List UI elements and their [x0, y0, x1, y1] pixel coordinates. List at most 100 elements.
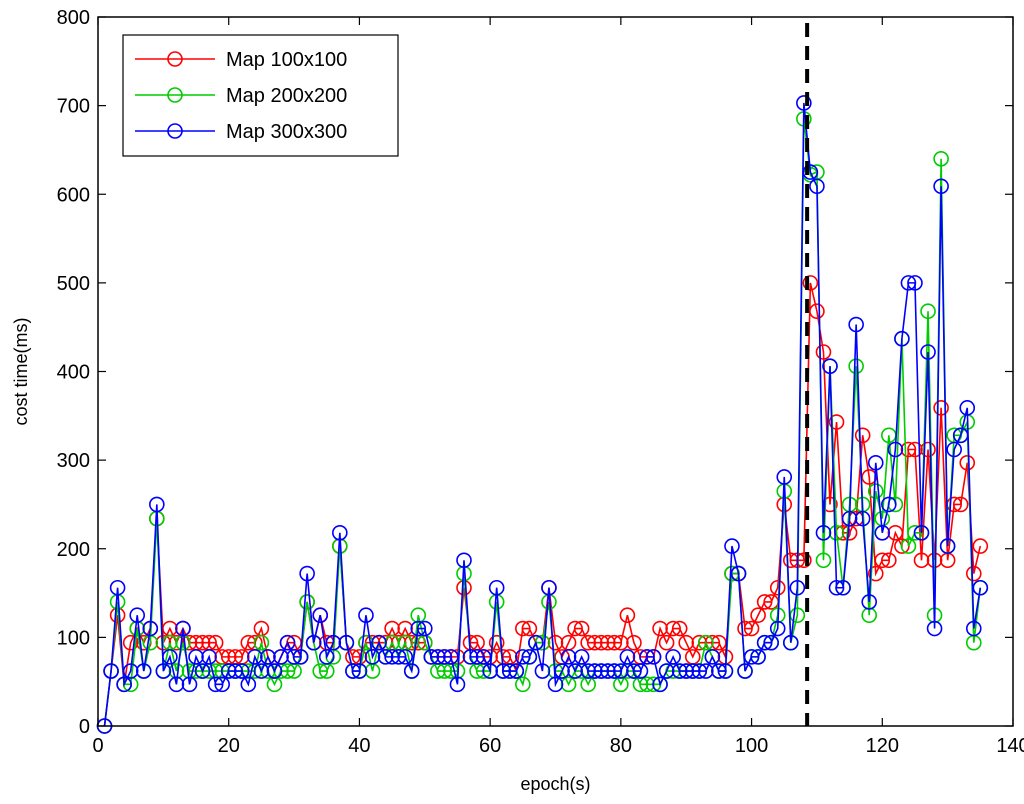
- data-point: [318, 649, 335, 665]
- data-point: [371, 634, 387, 651]
- x-axis: 0 20 40 60 80 100 120 140: [92, 17, 1024, 757]
- data-point: [103, 663, 119, 679]
- data-point: [599, 634, 616, 651]
- data-point: [162, 649, 178, 665]
- data-point: [469, 649, 485, 665]
- data-point: [149, 496, 165, 513]
- y-tick-label: 200: [57, 539, 90, 561]
- legend-label: Map 300x300: [226, 121, 347, 143]
- data-point: [665, 649, 681, 665]
- data-point: [769, 620, 786, 637]
- data-point: [488, 634, 505, 651]
- data-point: [645, 649, 662, 665]
- data-point: [815, 552, 832, 569]
- data-point: [867, 565, 884, 582]
- data-point: [397, 649, 413, 665]
- data-point: [900, 275, 917, 291]
- data-point: [390, 649, 407, 665]
- data-point: [737, 663, 753, 679]
- data-point: [488, 579, 505, 596]
- data-point: [292, 649, 309, 665]
- data-point: [233, 663, 250, 679]
- data-point: [828, 414, 845, 430]
- data-point: [449, 676, 466, 693]
- data-point: [247, 649, 263, 665]
- data-point: [299, 594, 315, 610]
- data-point: [861, 469, 878, 485]
- data-point: [776, 469, 793, 485]
- data-point: [828, 579, 845, 596]
- data-point: [933, 400, 949, 416]
- data-point: [443, 649, 459, 665]
- data-point: [214, 676, 230, 693]
- data-point: [573, 620, 590, 637]
- series-3: [96, 95, 989, 734]
- data-point: [652, 620, 668, 637]
- data-point: [861, 594, 878, 610]
- data-point: [894, 330, 910, 347]
- legend-marker: [167, 87, 183, 103]
- data-point: [286, 649, 302, 665]
- data-point: [920, 303, 936, 320]
- data-point: [972, 538, 989, 554]
- data-point: [717, 663, 734, 679]
- data-point: [887, 524, 904, 541]
- data-point: [122, 663, 139, 679]
- data-point: [658, 634, 675, 651]
- data-point: [652, 676, 668, 693]
- data-point: [312, 607, 329, 624]
- data-point: [815, 524, 832, 541]
- data-point: [122, 634, 139, 651]
- data-point: [501, 663, 518, 679]
- data-point: [586, 663, 603, 679]
- data-point: [743, 620, 760, 637]
- data-point: [913, 524, 930, 541]
- data-point: [521, 649, 538, 665]
- data-point: [933, 178, 949, 195]
- data-point: [345, 663, 361, 679]
- data-point: [201, 649, 217, 665]
- data-point: [541, 579, 557, 596]
- data-point: [887, 441, 904, 458]
- data-point: [711, 663, 727, 679]
- data-point: [240, 634, 257, 651]
- data-point: [933, 151, 949, 167]
- data-point: [547, 634, 564, 651]
- data-point: [416, 620, 433, 637]
- data-point: [750, 649, 766, 665]
- data-point: [377, 649, 394, 665]
- data-point: [809, 303, 825, 320]
- data-point: [135, 663, 152, 679]
- data-point: [188, 649, 204, 665]
- data-point: [900, 441, 917, 458]
- data-point: [750, 607, 766, 624]
- data-point: [586, 634, 603, 651]
- data-point: [207, 634, 224, 651]
- data-point: [907, 275, 923, 291]
- data-point: [606, 663, 623, 679]
- y-axis: 0 100 200 300 400 500 600 700 800: [57, 7, 1013, 738]
- data-point: [109, 579, 126, 596]
- data-point: [253, 634, 270, 651]
- data-point: [475, 649, 492, 665]
- data-point: [554, 663, 570, 679]
- data-point: [260, 649, 276, 665]
- data-point: [724, 538, 740, 554]
- data-point: [678, 634, 695, 651]
- data-point: [423, 649, 440, 665]
- data-point: [789, 579, 806, 596]
- data-point: [456, 552, 472, 569]
- data-point: [560, 649, 577, 665]
- y-tick-label: 600: [57, 184, 90, 206]
- data-point: [854, 510, 871, 527]
- data-point: [907, 441, 923, 458]
- data-point: [593, 663, 610, 679]
- data-point: [273, 649, 289, 665]
- data-point: [351, 663, 368, 679]
- data-point: [848, 316, 864, 333]
- data-point: [671, 663, 688, 679]
- data-point: [325, 634, 342, 651]
- data-point: [181, 676, 198, 693]
- x-tick-label: 60: [479, 735, 501, 757]
